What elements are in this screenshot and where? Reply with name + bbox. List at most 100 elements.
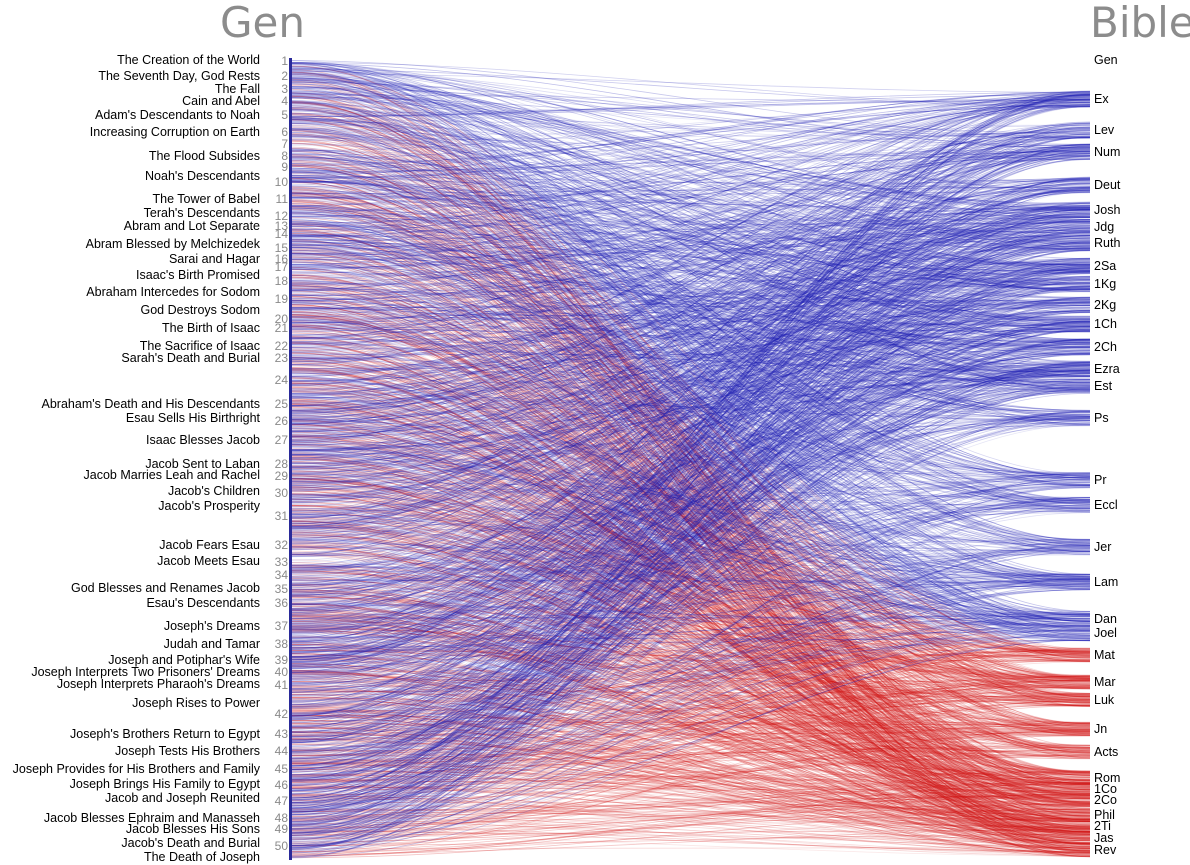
cross-reference-line [290,406,1091,848]
cross-reference-line [290,794,1091,818]
cross-reference-line [290,574,1091,676]
cross-reference-line [290,728,1091,787]
cross-reference-line [290,407,1091,749]
chapter-number: 26 [274,414,288,428]
cross-reference-line [290,693,1091,698]
cross-reference-line [290,715,1091,730]
cross-reference-line [290,630,1091,689]
section-label: Jacob Blesses His Sons [125,821,260,836]
cross-reference-line [290,314,1091,776]
cross-reference-line [290,730,1091,793]
cross-reference-line [290,544,1091,662]
chapter-number: 40 [274,665,288,679]
cross-reference-line [290,284,1091,822]
cross-reference-line [290,616,1091,837]
cross-reference-line [290,665,1091,788]
cross-reference-line [290,362,1091,847]
cross-reference-line [290,685,1091,813]
cross-reference-line [290,681,1091,848]
cross-reference-line [290,431,1091,735]
cross-reference-line [290,524,1091,815]
cross-reference-line [290,201,1091,787]
cross-reference-line [290,554,1091,842]
cross-reference-line [290,286,1091,787]
cross-reference-line [290,585,1091,835]
section-label: Joseph Tests His Brothers [115,743,260,758]
cross-reference-line [290,346,1091,831]
section-label: Jacob and Joseph Reunited [105,790,260,805]
cross-reference-line [290,174,1091,679]
cross-reference-line [290,526,1091,816]
cross-reference-line [290,250,1091,803]
cross-reference-line [290,478,1091,754]
cross-reference-line [290,342,1091,830]
cross-reference-line [290,696,1091,789]
cross-reference-line [290,703,1091,797]
cross-reference-line [290,676,1091,729]
cross-reference-line [290,795,1091,812]
cross-reference-line [290,680,1091,770]
cross-reference-line [290,212,1091,696]
chapter-number: 37 [274,619,288,633]
cross-reference-line [290,684,1091,765]
chapter-number: 47 [274,794,288,808]
book-label: Mat [1094,647,1115,662]
cross-reference-line [290,567,1091,852]
cross-reference-line [290,80,1091,784]
cross-reference-line [290,659,1091,772]
cross-reference-line [290,589,1091,681]
cross-reference-line [290,603,1091,780]
book-label: Jer [1094,539,1112,554]
section-label: Esau Sells His Birthright [125,410,260,425]
cross-reference-line [290,649,1091,705]
cross-reference-line [290,729,1091,834]
cross-reference-line [290,745,1091,765]
cross-reference-line [290,539,1091,787]
cross-reference-line [290,686,1091,712]
cross-reference-line [290,783,1091,825]
cross-reference-line [290,154,1091,839]
cross-reference-line [290,794,1091,829]
book-label: Eccl [1094,497,1118,512]
cross-reference-line [290,734,1091,776]
cross-reference-line [290,206,1091,846]
cross-reference-line [290,327,1091,804]
cross-reference-line [290,686,1091,781]
chapter-number: 10 [274,175,288,189]
cross-reference-line [290,419,1091,855]
section-label: Sarai and Hagar [168,251,260,266]
chapter-number: 2 [281,69,288,83]
cross-reference-line [290,449,1091,746]
cross-reference-line [290,772,1091,781]
cross-reference-line [290,134,1091,659]
cross-reference-line [290,642,1091,706]
cross-reference-line [290,761,1091,833]
cross-reference-line [290,644,1091,841]
cross-reference-line [290,697,1091,759]
section-label: Isaac Blesses Jacob [146,432,260,447]
cross-reference-line [290,338,1091,824]
section-label: Cain and Abel [182,93,260,108]
cross-reference-line [290,69,1091,795]
cross-reference-line [290,679,1091,781]
cross-reference-line [290,673,1091,736]
cross-reference-line [290,330,1091,822]
cross-reference-line [290,296,1091,735]
cross-reference-line [290,159,1091,784]
cross-reference-line [290,356,1091,807]
cross-reference-line [290,746,1091,762]
cross-reference-line [290,553,1091,703]
cross-reference-line [290,304,1091,777]
chapter-number: 21 [274,321,288,335]
cross-reference-line [290,648,1091,822]
cross-reference-line [290,514,1091,778]
cross-reference-line [290,656,1091,830]
cross-reference-line [290,342,1091,776]
cross-reference-line [290,324,1091,653]
cross-reference-line [290,352,1091,686]
cross-reference-line [290,583,1091,832]
cross-reference-line [290,487,1091,685]
cross-reference-line [290,133,1091,820]
cross-reference-line [290,774,1091,799]
cross-reference-line [290,276,1091,778]
